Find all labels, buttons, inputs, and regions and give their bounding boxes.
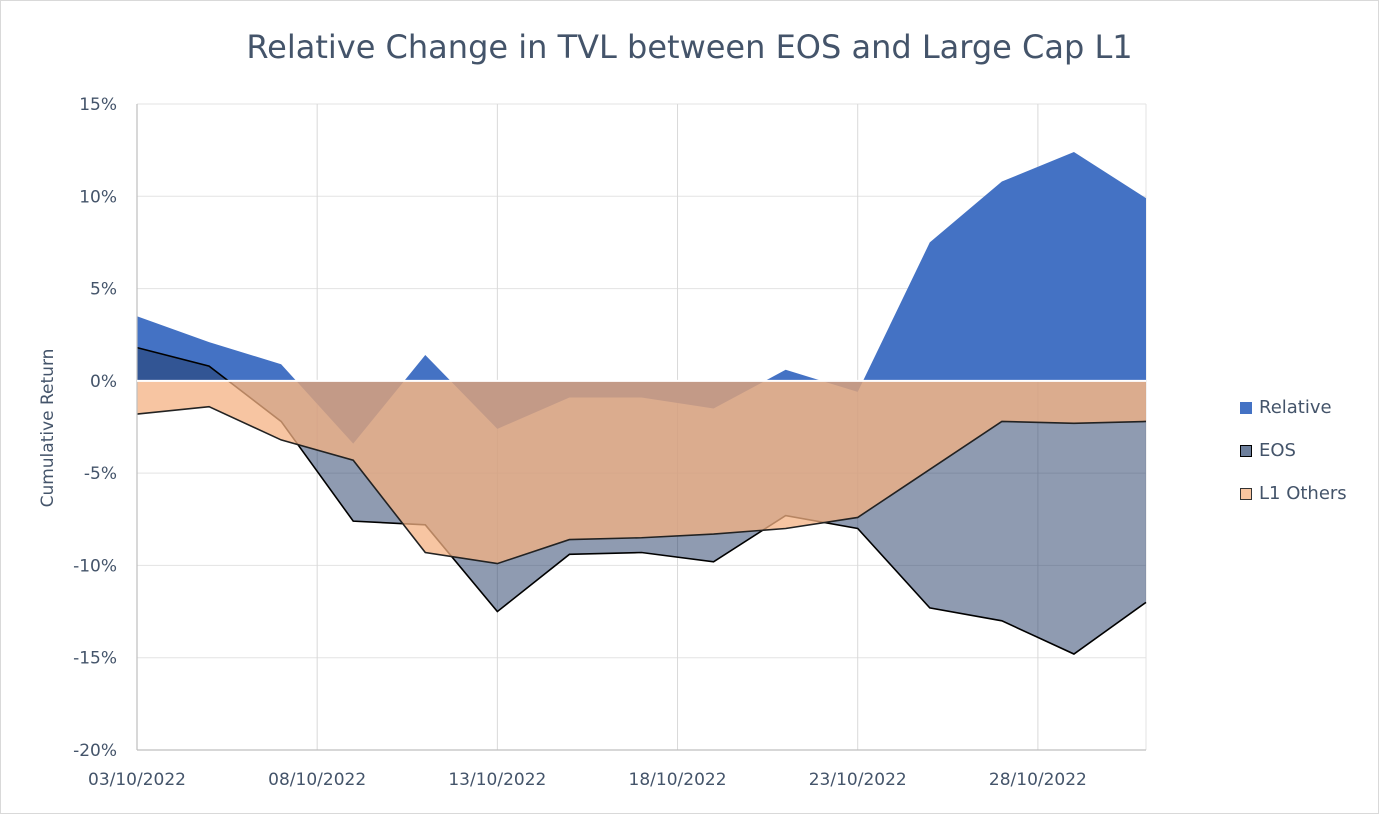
line-eos [136,346,1147,655]
legend-label: EOS [1259,440,1296,461]
y-tick-label: 0% [90,372,117,392]
axes [136,104,1146,751]
x-tick-label: 08/10/2022 [268,770,366,790]
chart-title: Relative Change in TVL between EOS and L… [246,28,1133,66]
legend-swatch [1240,487,1252,500]
line-l1-others [136,405,1147,565]
x-tick-labels: 03/10/2022 08/10/2022 13/10/2022 18/10/2022… [88,770,1087,790]
legend-swatch [1240,444,1252,457]
legend-swatch [1240,401,1252,414]
legend-item: EOS [1240,429,1347,472]
y-tick-label: 5% [90,280,117,300]
area-l1-others [137,380,1146,564]
y-tick-label: -20% [73,741,117,761]
legend-label: Relative [1259,397,1332,418]
y-tick-label: 15% [79,95,117,115]
x-tick-label: 13/10/2022 [448,770,546,790]
legend-label: L1 Others [1259,483,1347,504]
x-tick-label: 03/10/2022 [88,770,186,790]
y-tick-label: -15% [73,649,117,669]
x-tick-label: 18/10/2022 [629,770,727,790]
area-relative [137,151,1146,444]
y-tick-label: -5% [84,464,117,484]
y-tick-label: 10% [79,187,117,207]
series-areas [136,151,1147,655]
legend: Relative EOS L1 Others [1240,386,1347,515]
legend-item: Relative [1240,386,1347,429]
y-tick-labels: 15% 10% 5% 0% -5% -10% -15% -20% [73,95,117,761]
x-tick-label: 23/10/2022 [809,770,907,790]
y-tick-label: -10% [73,556,117,576]
legend-item: L1 Others [1240,472,1347,515]
x-tick-label: 28/10/2022 [989,770,1087,790]
